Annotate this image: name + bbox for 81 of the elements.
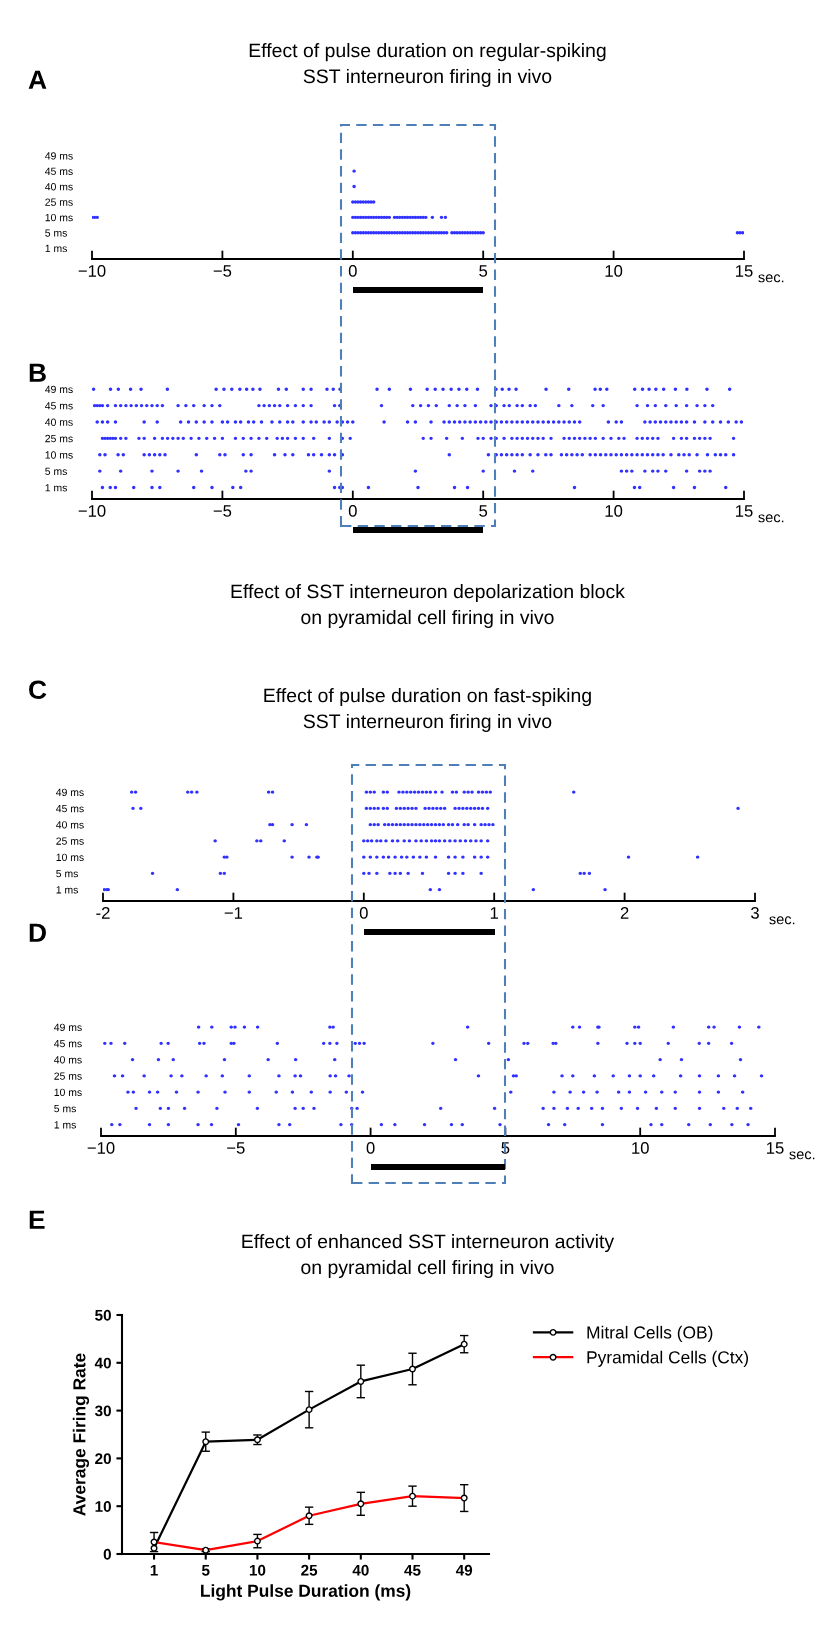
y-tick-label: 49 ms — [45, 152, 73, 160]
y-tick-label: 25 ms — [56, 837, 84, 845]
x-tick-label: 40 — [352, 1564, 369, 1576]
y-tick-label: 49 ms — [45, 385, 73, 394]
x-axis-title: Light Pulse Duration (ms) — [201, 1584, 411, 1601]
y-tick-label: 5 ms — [54, 1104, 76, 1113]
y-tick-label: 1 ms — [56, 886, 78, 894]
x-tick-label: 0 — [348, 265, 357, 277]
x-axis-title: sec. — [769, 916, 795, 925]
x-axis-title: sec. — [758, 514, 784, 523]
text: D — [29, 923, 46, 942]
y-tick-label: 40 ms — [45, 418, 73, 426]
y-tick-label: 10 ms — [54, 1088, 82, 1096]
x-tick-label: −5 — [213, 265, 232, 277]
y-tick-label: 20 — [95, 1453, 111, 1465]
x-tick-label: 15 — [736, 505, 753, 517]
y-tick-label: 5 ms — [45, 467, 67, 476]
x-tick-label: −5 — [213, 505, 232, 517]
chart-title: Effect of enhanced SST interneuron activity on pyramidal cell firing in vivo — [242, 1234, 615, 1278]
text: C — [29, 680, 47, 700]
x-tick-label: 15 — [767, 1142, 784, 1154]
y-tick-label: 30 — [94, 1405, 111, 1417]
x-tick-label: −10 — [78, 265, 106, 277]
y-tick-label: 40 ms — [45, 183, 73, 191]
y-tick-label: 49 ms — [56, 788, 84, 796]
y-tick-label: 25 ms — [45, 434, 73, 443]
x-tick-label: 3 — [751, 907, 759, 919]
x-tick-label: 49 — [455, 1564, 473, 1576]
y-tick-label: 40 ms — [54, 1056, 82, 1064]
y-tick-label: 0 — [103, 1548, 111, 1560]
y-tick-label: 25 ms — [45, 198, 73, 206]
y-tick-label: 45 ms — [56, 804, 84, 813]
y-tick-label: 1 ms — [45, 484, 67, 492]
x-axis-title: sec. — [789, 1151, 815, 1160]
x-tick-label: 5 — [479, 505, 488, 517]
y-tick-label: 40 ms — [56, 821, 84, 829]
x-tick-label: 25 — [301, 1564, 318, 1576]
y-tick-label: 5 ms — [56, 869, 78, 878]
legend-label: Pyramidal Cells (Ctx) — [587, 1350, 749, 1367]
x-tick-label: -2 — [96, 907, 110, 919]
text: E — [29, 1210, 45, 1229]
y-tick-label: 10 ms — [45, 451, 73, 459]
chart-title: Effect of pulse duration on regular-spiking SST interneuron firing in vivo — [249, 43, 606, 87]
text: B — [29, 363, 46, 382]
x-tick-label: 5 — [201, 1564, 210, 1576]
y-tick-label: 45 ms — [45, 167, 73, 175]
x-tick-label: 2 — [620, 907, 629, 919]
x-tick-label: 0 — [359, 907, 368, 919]
x-tick-label: 10 — [605, 265, 623, 277]
x-tick-label: 1 — [150, 1564, 158, 1576]
x-tick-label: 10 — [249, 1564, 266, 1576]
x-tick-label: 0 — [348, 505, 357, 517]
x-tick-label: 0 — [366, 1142, 375, 1154]
x-tick-label: 10 — [632, 1142, 649, 1154]
x-tick-label: −1 — [224, 907, 243, 919]
y-tick-label: 5 ms — [45, 229, 67, 237]
x-tick-label: −10 — [87, 1142, 115, 1154]
chart-title: Effect of pulse duration on fast-spiking SST interneuron firing in vivo — [264, 688, 591, 732]
y-tick-label: 40 — [94, 1357, 111, 1369]
y-axis-title: Average Firing Rate — [72, 1353, 90, 1516]
y-tick-label: 50 — [95, 1309, 111, 1321]
x-tick-label: 10 — [605, 505, 623, 517]
text: A — [28, 70, 47, 89]
x-tick-label: 1 — [490, 907, 499, 919]
y-tick-label: 10 — [95, 1501, 111, 1512]
y-tick-label: 10 ms — [56, 853, 84, 861]
y-tick-label: 1 ms — [54, 1121, 76, 1129]
y-tick-label: 45 ms — [54, 1039, 82, 1048]
x-tick-label: −5 — [227, 1142, 245, 1154]
y-tick-label: 49 ms — [54, 1023, 82, 1031]
x-axis-title: sec. — [758, 274, 784, 283]
x-tick-label: 15 — [736, 265, 753, 277]
x-tick-label: 5 — [479, 265, 488, 277]
y-tick-label: 1 ms — [45, 244, 67, 253]
y-tick-label: 25 ms — [54, 1072, 82, 1080]
y-tick-label: 45 ms — [45, 402, 73, 410]
x-tick-label: 45 — [404, 1564, 421, 1576]
text: Effect of SST interneuron depolarization block on pyramidal cell firing in vivo — [231, 584, 625, 628]
x-tick-label: −10 — [78, 505, 106, 517]
y-tick-label: 10 ms — [45, 213, 73, 222]
legend-label: Mitral Cells (OB) — [587, 1325, 713, 1343]
